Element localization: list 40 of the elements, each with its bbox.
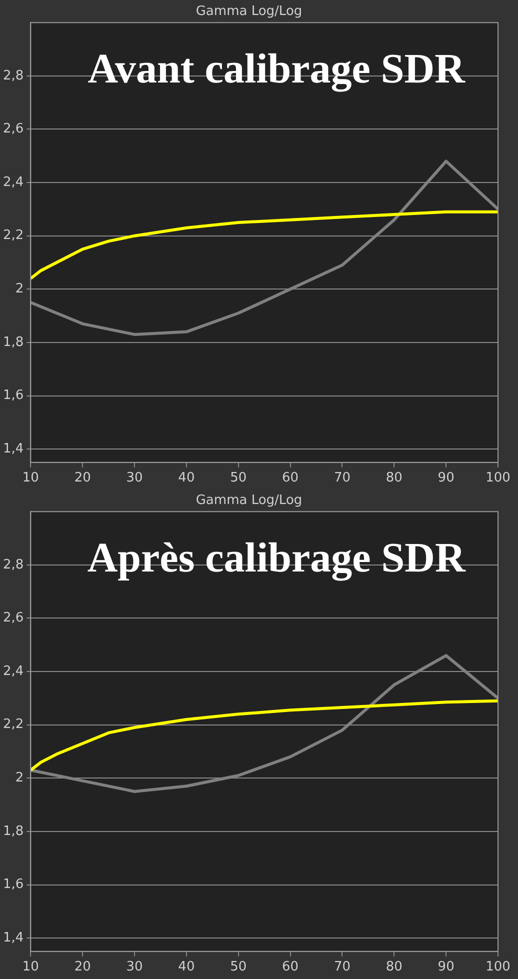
annotation: Après calibrage SDR (87, 535, 466, 582)
y-tick-label: 1,8 (2, 824, 24, 839)
annotation: Avant calibrage SDR (88, 46, 466, 92)
y-tick-label: 2,2 (2, 228, 24, 244)
y-tick-label: 1,6 (2, 877, 24, 892)
x-tick-label: 60 (282, 960, 299, 975)
x-tick-label: 100 (486, 470, 510, 486)
y-tick-label: 2,8 (2, 68, 24, 84)
x-tick-label: 70 (334, 470, 350, 486)
y-tick-label: 1,6 (2, 388, 24, 404)
y-tick-label: 2 (15, 770, 24, 786)
x-tick-label: 10 (22, 470, 39, 486)
x-tick-label: 90 (438, 470, 454, 486)
x-tick-label: 40 (178, 960, 195, 975)
x-tick-label: 50 (230, 470, 247, 486)
x-tick-label: 90 (438, 960, 454, 975)
x-tick-label: 50 (230, 960, 247, 975)
x-tick-label: 40 (178, 470, 195, 486)
y-tick-label: 2,2 (2, 717, 24, 732)
y-tick-label: 1,4 (2, 441, 24, 456)
x-tick-label: 60 (282, 470, 299, 486)
x-tick-label: 100 (486, 960, 510, 975)
y-tick-label: 2,4 (2, 174, 24, 190)
x-tick-label: 80 (386, 960, 402, 975)
x-tick-label: 70 (334, 960, 350, 975)
y-tick-label: 2 (15, 282, 24, 297)
x-tick-label: 80 (386, 470, 402, 486)
x-tick-label: 10 (22, 960, 39, 975)
x-tick-label: 20 (74, 470, 91, 486)
chart-title: Gamma Log/Log (196, 493, 302, 508)
y-tick-label: 2,6 (2, 122, 24, 137)
x-tick-label: 20 (74, 960, 91, 975)
x-tick-label: 30 (126, 960, 143, 975)
y-tick-label: 1,8 (2, 334, 24, 350)
chart-title: Gamma Log/Log (196, 4, 302, 20)
x-tick-label: 30 (126, 470, 143, 486)
y-tick-label: 1,4 (2, 930, 24, 946)
y-tick-label: 2,4 (2, 664, 24, 679)
y-tick-label: 2,6 (2, 610, 24, 626)
y-tick-label: 2,8 (2, 557, 24, 572)
